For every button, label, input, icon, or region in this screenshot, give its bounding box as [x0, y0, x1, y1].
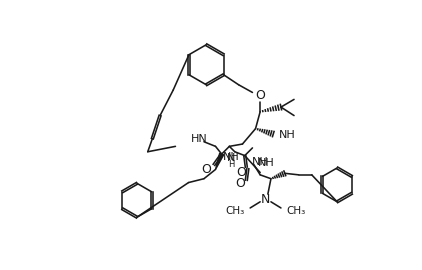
Text: H: H	[228, 160, 235, 168]
Text: O: O	[255, 89, 265, 102]
Text: NH: NH	[258, 158, 275, 168]
Text: NH: NH	[279, 130, 295, 140]
Text: O: O	[236, 166, 246, 179]
Polygon shape	[216, 153, 224, 170]
Text: HN: HN	[191, 134, 208, 144]
Text: CH₃: CH₃	[225, 206, 245, 216]
Text: O: O	[235, 177, 245, 190]
Text: N: N	[227, 153, 235, 163]
Text: NH: NH	[252, 157, 268, 167]
Text: N: N	[261, 193, 270, 206]
Text: O: O	[201, 163, 211, 176]
Text: NH: NH	[222, 152, 239, 162]
Text: CH₃: CH₃	[287, 206, 306, 216]
